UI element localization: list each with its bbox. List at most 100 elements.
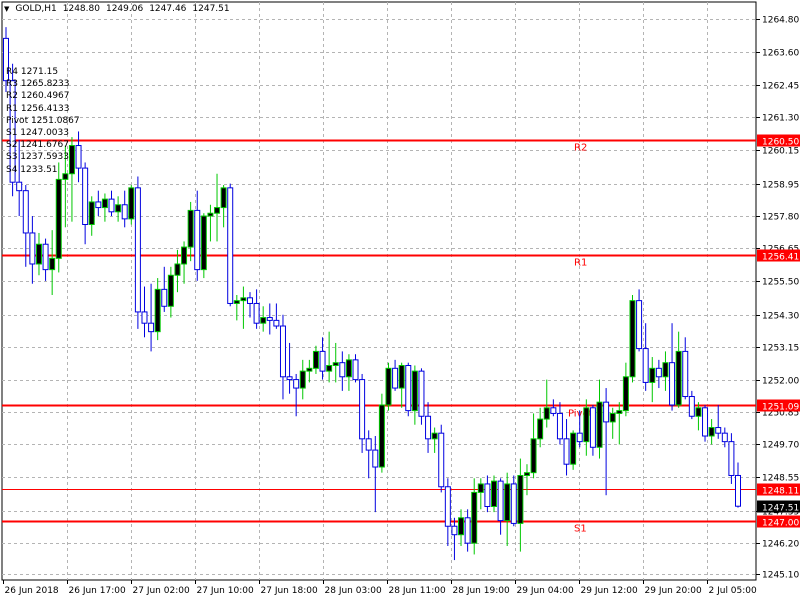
candle-body (42, 243, 49, 271)
candle-body (240, 297, 247, 302)
candle-body (260, 317, 267, 324)
candle (570, 430, 577, 470)
y-tick-label: 1258.95 (762, 181, 799, 191)
candle (293, 373, 300, 417)
x-tick-label: 26 Jun 2018 (5, 586, 59, 596)
candle (68, 137, 75, 222)
candle (82, 162, 89, 245)
candle-body (570, 432, 577, 465)
candle (187, 201, 194, 262)
candle-body (537, 418, 544, 440)
y-tick-label: 1245.10 (762, 571, 799, 581)
y-tick-label: 1252.00 (762, 377, 799, 387)
candle (134, 176, 141, 329)
candle-body (286, 376, 293, 381)
candle-body (121, 204, 128, 220)
candle (227, 183, 234, 307)
x-tick-label: 29 Jun 12:00 (581, 586, 638, 596)
candle-body (227, 187, 234, 304)
candle (556, 402, 563, 445)
candle-body (688, 396, 695, 417)
candle (504, 472, 511, 546)
x-tick-label: 27 Jun 10:00 (197, 586, 254, 596)
current-price-tag (757, 500, 800, 513)
candle (543, 379, 550, 428)
candle-body (68, 145, 75, 175)
candle-body (359, 379, 366, 440)
candle (662, 351, 669, 391)
candle-body (662, 362, 669, 378)
candle (708, 419, 715, 445)
y-tick-label: 1250.85 (762, 409, 799, 419)
candle-body (504, 483, 511, 522)
pivot-row-r3: R3 1265.8233 (6, 79, 70, 90)
candle (148, 283, 155, 352)
y-tick-label: 1263.60 (762, 49, 799, 59)
candle (55, 162, 62, 273)
x-tick-label: 26 Jun 17:00 (69, 586, 126, 596)
level-name-s1: S1 (574, 524, 587, 535)
candle-body (563, 438, 570, 465)
candle (563, 419, 570, 476)
candle-body (636, 300, 643, 350)
candle (339, 351, 346, 391)
candle (629, 295, 636, 383)
ohlc-open: 1248.80 (62, 4, 100, 14)
grid-lines (1, 1, 757, 581)
candle-body (319, 350, 326, 372)
candle (497, 478, 504, 535)
candle (418, 368, 425, 425)
candle-body (306, 367, 313, 372)
candle (695, 402, 702, 431)
candle-body (609, 412, 616, 423)
candle-body (451, 525, 458, 536)
candle (735, 462, 741, 508)
candle (167, 266, 174, 318)
candle (444, 478, 451, 546)
candle (35, 232, 42, 276)
candle (62, 145, 69, 228)
chart-menu-icon[interactable]: ▼ (4, 5, 10, 13)
level-price-text: 1251.09 (762, 403, 799, 413)
candle-body (266, 317, 273, 321)
candle-body (95, 201, 102, 209)
x-tick-label: 2 Jul 05:00 (709, 586, 758, 596)
candle (385, 362, 392, 411)
candle-body (655, 367, 662, 378)
candle (649, 357, 656, 403)
x-tick-label: 29 Jun 04:00 (517, 586, 574, 596)
candle-body (29, 232, 36, 265)
candle (484, 475, 491, 513)
level-name-r2: R2 (574, 143, 587, 154)
x-tick-label: 27 Jun 18:00 (261, 586, 318, 596)
candle (669, 323, 676, 411)
candle-body (339, 362, 346, 378)
candle-body (194, 209, 201, 271)
y-tick-label: 1261.30 (762, 114, 799, 124)
level-price-text: 1248.11 (762, 487, 799, 497)
candle (279, 314, 286, 400)
candle (214, 173, 221, 242)
level-price-text: 1256.41 (762, 253, 799, 263)
y-tick-label: 1260.15 (762, 147, 799, 157)
candle (286, 342, 293, 394)
candle-body (88, 201, 95, 226)
candle (194, 190, 201, 281)
pivot-row-s1: S1 1247.0033 (6, 128, 69, 139)
y-tick-label: 1262.45 (762, 82, 799, 92)
candle (642, 323, 649, 391)
candle-body (550, 407, 557, 414)
candle-body (312, 350, 319, 369)
candles (3, 27, 741, 561)
candle-body (55, 178, 62, 259)
candle-body (425, 415, 432, 440)
candle-body (735, 474, 741, 507)
candle (29, 216, 36, 284)
level-name-pivot: Pivot (568, 409, 593, 420)
candle (431, 427, 438, 453)
candle-body (35, 243, 42, 265)
candle (675, 331, 682, 408)
y-tick-label: 1246.20 (762, 540, 799, 550)
